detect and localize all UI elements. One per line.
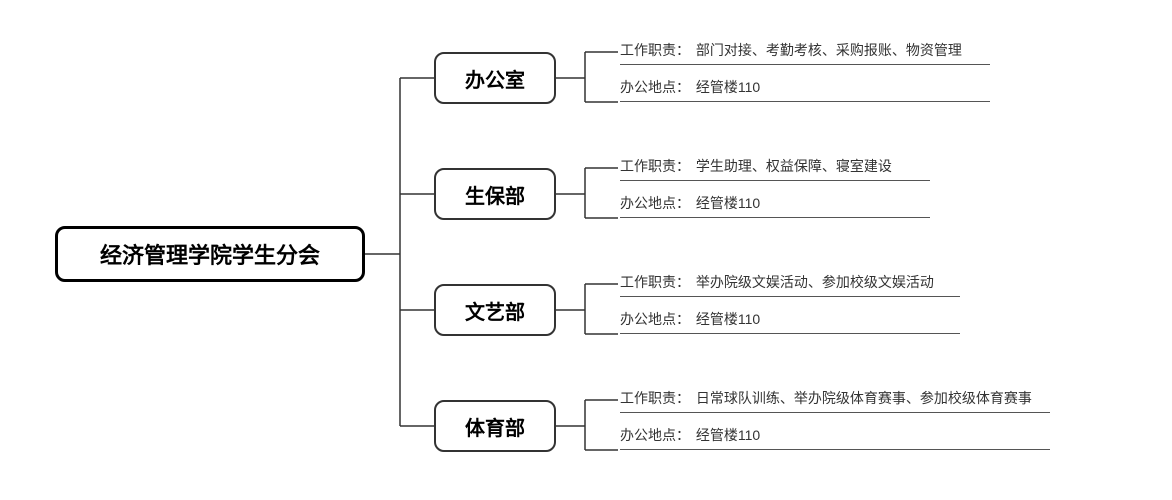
duty-value: 部门对接、考勤考核、采购报账、物资管理 <box>696 40 962 60</box>
duty-value: 学生助理、权益保障、寝室建设 <box>696 156 892 176</box>
duty-label: 工作职责： <box>620 40 690 60</box>
duty-value: 举办院级文娱活动、参加校级文娱活动 <box>696 272 934 292</box>
dept-life-duty-row: 工作职责： 学生助理、权益保障、寝室建设 <box>620 156 930 181</box>
dept-node-arts: 文艺部 <box>434 284 556 336</box>
location-label: 办公地点： <box>620 309 690 329</box>
dept-label: 文艺部 <box>465 296 525 325</box>
location-label: 办公地点： <box>620 425 690 445</box>
dept-node-sports: 体育部 <box>434 400 556 452</box>
location-label: 办公地点： <box>620 193 690 213</box>
duty-value: 日常球队训练、举办院级体育赛事、参加校级体育赛事 <box>696 388 1032 408</box>
dept-life-location-row: 办公地点： 经管楼110 <box>620 193 930 218</box>
duty-label: 工作职责： <box>620 156 690 176</box>
location-value: 经管楼110 <box>696 309 760 329</box>
dept-arts-duty-row: 工作职责： 举办院级文娱活动、参加校级文娱活动 <box>620 272 960 297</box>
dept-office-location-row: 办公地点： 经管楼110 <box>620 77 990 102</box>
dept-label: 体育部 <box>465 412 525 441</box>
dept-sports-duty-row: 工作职责： 日常球队训练、举办院级体育赛事、参加校级体育赛事 <box>620 388 1050 413</box>
dept-node-office: 办公室 <box>434 52 556 104</box>
root-label: 经济管理学院学生分会 <box>100 238 320 270</box>
duty-label: 工作职责： <box>620 388 690 408</box>
dept-node-life: 生保部 <box>434 168 556 220</box>
location-value: 经管楼110 <box>696 425 760 445</box>
duty-label: 工作职责： <box>620 272 690 292</box>
location-value: 经管楼110 <box>696 193 760 213</box>
location-label: 办公地点： <box>620 77 690 97</box>
dept-arts-location-row: 办公地点： 经管楼110 <box>620 309 960 334</box>
dept-label: 生保部 <box>465 180 525 209</box>
location-value: 经管楼110 <box>696 77 760 97</box>
dept-office-duty-row: 工作职责： 部门对接、考勤考核、采购报账、物资管理 <box>620 40 990 65</box>
dept-label: 办公室 <box>465 64 525 93</box>
root-node: 经济管理学院学生分会 <box>55 226 365 282</box>
dept-sports-location-row: 办公地点： 经管楼110 <box>620 425 1050 450</box>
